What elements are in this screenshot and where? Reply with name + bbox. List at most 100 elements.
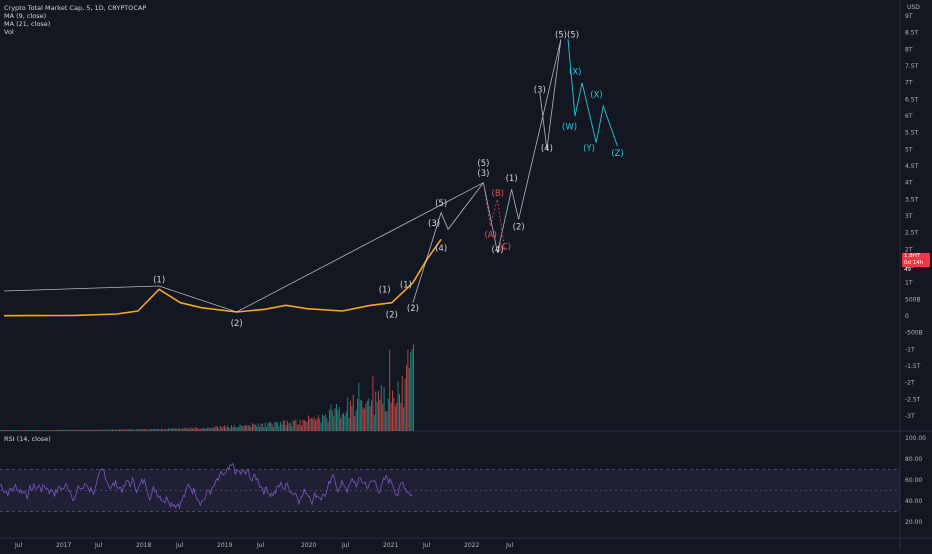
wave-label: (3) <box>477 169 489 179</box>
volume-bar <box>190 427 192 431</box>
volume-bar <box>257 423 259 431</box>
volume-bar <box>205 428 207 431</box>
price-axis-tick: 5T <box>905 146 913 153</box>
volume-bar <box>380 385 382 431</box>
volume-bar <box>308 415 309 431</box>
volume-bar <box>254 424 256 431</box>
volume-bar <box>128 429 130 431</box>
volume-bar <box>148 429 150 431</box>
volume-bar <box>274 422 276 431</box>
volume-bar <box>389 349 391 431</box>
volume-bar <box>151 429 153 431</box>
volume-bar <box>298 424 300 431</box>
volume-bar <box>267 423 269 431</box>
time-axis-tick: Jul <box>14 542 23 549</box>
volume-bar <box>208 427 210 431</box>
volume-bar <box>386 411 388 431</box>
time-axis-tick: 2021 <box>383 542 398 549</box>
volume-bar <box>387 398 389 431</box>
volume-bar <box>379 399 381 431</box>
volume-bar <box>210 428 211 431</box>
volume-bar <box>375 391 377 431</box>
volume-bar <box>162 429 164 431</box>
rsi-legend[interactable]: RSI (14, close) <box>4 435 51 443</box>
volume-bar <box>261 423 263 431</box>
volume-bar <box>201 428 203 431</box>
volume-bar <box>193 428 195 431</box>
volume-bar <box>156 428 158 431</box>
volume-bar <box>256 426 258 431</box>
volume-legend[interactable]: Vol <box>4 28 14 36</box>
volume-bar <box>71 429 73 431</box>
volume-bar <box>326 418 328 431</box>
volume-bar <box>249 425 251 431</box>
volume-bar <box>355 410 357 431</box>
wave-label: (1) <box>400 281 412 291</box>
volume-bar <box>369 406 371 431</box>
elliott-subwave-path <box>412 182 484 303</box>
time-axis-tick: 2017 <box>56 542 71 549</box>
wave-label: (Z) <box>611 149 623 159</box>
rsi-axis-tick: 80.00 <box>905 456 922 463</box>
volume-bar <box>114 429 116 431</box>
volume-bar <box>207 427 209 431</box>
volume-bar <box>15 430 17 431</box>
volume-bar <box>95 429 97 431</box>
price-axis-tick: -2.5T <box>905 396 921 403</box>
wave-label: (1) <box>379 286 391 296</box>
wave-label: (5) <box>477 159 489 169</box>
volume-bar <box>36 430 38 431</box>
volume-bar <box>285 425 287 431</box>
volume-bar <box>56 430 57 431</box>
volume-bar <box>116 429 118 431</box>
volume-bar <box>345 411 347 431</box>
time-axis-tick: Jul <box>505 542 514 549</box>
volume-bar <box>275 422 277 431</box>
time-axis-tick: Jul <box>175 542 184 549</box>
volume-bar <box>113 429 115 431</box>
volume-bar <box>37 430 39 431</box>
volume-bar <box>203 427 204 431</box>
volume-bar <box>84 429 85 431</box>
volume-bar <box>400 402 402 431</box>
volume-bar <box>347 397 349 431</box>
ma21-legend[interactable]: MA (21, close) <box>4 20 51 28</box>
volume-bar <box>25 430 27 431</box>
volume-bar <box>413 344 414 431</box>
rsi-line <box>0 462 413 510</box>
volume-bar <box>179 427 181 431</box>
ma9-legend[interactable]: MA (9, close) <box>4 12 47 20</box>
volume-bar <box>281 424 283 431</box>
volume-bar <box>61 429 63 431</box>
volume-bar <box>361 400 363 431</box>
volume-bar <box>232 427 234 431</box>
volume-bar <box>239 424 241 431</box>
volume-bar <box>282 420 284 431</box>
price-axis-tick: 9T <box>905 13 913 20</box>
volume-bar <box>408 367 410 431</box>
price-axis-tick: 8T <box>905 46 913 53</box>
volume-bar <box>63 429 64 431</box>
symbol-title[interactable]: Crypto Total Market Cap, 5, 1D, CRYPTOCA… <box>4 4 147 12</box>
volume-bar <box>130 429 132 431</box>
volume-bar <box>0 430 1 431</box>
volume-bar <box>147 429 148 431</box>
volume-bar <box>109 429 111 431</box>
volume-bar <box>343 413 344 431</box>
volume-bar <box>337 410 339 431</box>
volume-bar <box>302 419 304 431</box>
volume-bar <box>296 424 298 431</box>
volume-bar <box>119 429 120 431</box>
volume-bar <box>344 415 346 431</box>
rsi-axis-tick: 100.00 <box>905 435 926 442</box>
abc-wave-label: (C) <box>499 242 512 252</box>
time-axis-tick: 2020 <box>301 542 316 549</box>
volume-bar <box>198 428 200 431</box>
volume-bar <box>309 419 311 431</box>
volume-bar <box>295 419 297 431</box>
volume-bar <box>200 428 202 431</box>
volume-bar <box>163 429 165 431</box>
price-axis-tick: -1T <box>905 346 915 353</box>
